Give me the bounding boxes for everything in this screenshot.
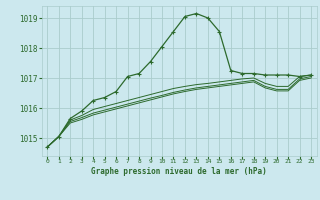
X-axis label: Graphe pression niveau de la mer (hPa): Graphe pression niveau de la mer (hPa) <box>91 167 267 176</box>
